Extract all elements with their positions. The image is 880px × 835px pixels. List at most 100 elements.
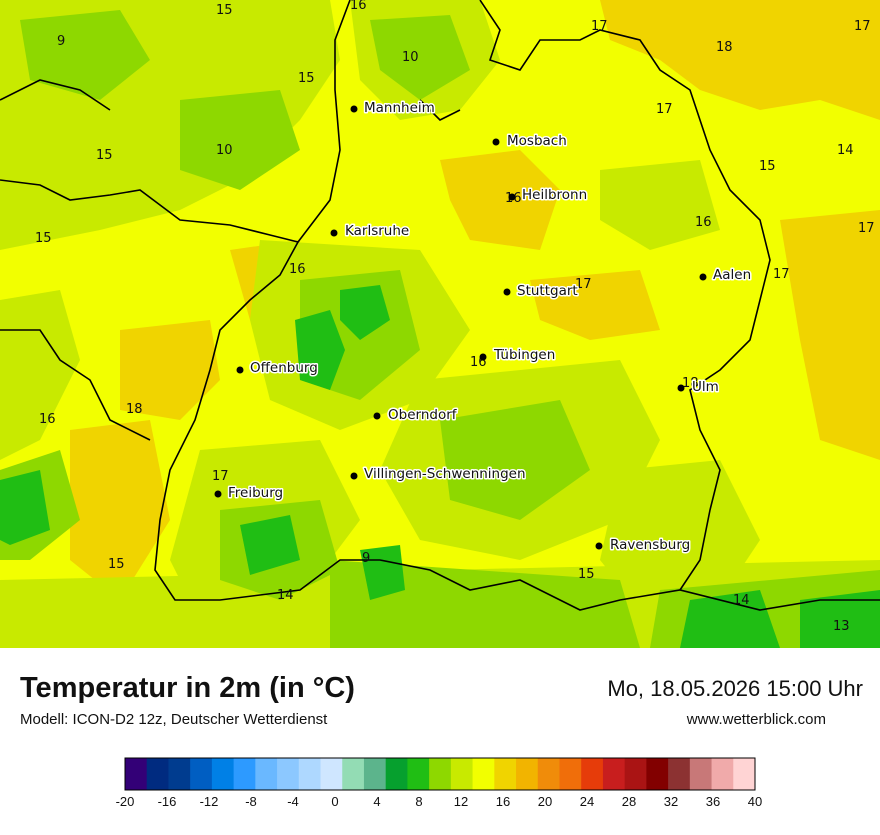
cold-areas (0, 285, 880, 648)
city-dot (508, 193, 516, 201)
color-legend: -20 -16 -12 -8 -4 0 4 8 12 16 20 24 28 32 36 40 (0, 748, 880, 830)
iso-label: 17 (858, 221, 875, 236)
legend-swatch (320, 758, 343, 790)
city-dot (330, 229, 338, 237)
legend-swatch (733, 758, 756, 790)
legend-swatch (689, 758, 713, 790)
city-label: Freiburg (228, 485, 283, 501)
legend-swatch (559, 758, 582, 790)
legend-swatch (516, 758, 539, 790)
legend-swatch (429, 758, 452, 790)
legend-swatch (255, 758, 278, 790)
legend-tick-label: 0 (331, 794, 338, 809)
iso-label: 9 (362, 551, 370, 566)
legend-tick-label: 28 (622, 794, 636, 809)
city-label: Karlsruhe (345, 223, 409, 239)
legend-tick-label: -8 (245, 794, 257, 809)
city-heilbronn[interactable]: Heilbronn (508, 186, 589, 205)
temperature-map: 15 16 17 17 9 10 18 15 17 15 10 14 15 16… (0, 0, 880, 648)
city-dot (236, 366, 244, 374)
city-markers: Mannheim Mosbach Heilbronn Karlsruhe Stu… (214, 99, 753, 555)
legend-swatch (668, 758, 691, 790)
legend-swatch (385, 758, 408, 790)
iso-label: 14 (837, 143, 854, 158)
city-villingen-schwenningen[interactable]: Villingen-Schwenningen (350, 465, 527, 484)
legend-tick-label: -12 (200, 794, 219, 809)
legend-swatch (211, 758, 235, 790)
iso-label: 18 (716, 40, 733, 55)
legend-swatch (298, 758, 322, 790)
city-dot (503, 288, 511, 296)
iso-label: 14 (733, 593, 750, 608)
city-label: Tübingen (493, 347, 555, 363)
legend-tick-label: 8 (415, 794, 422, 809)
model-info: Modell: ICON-D2 12z, Deutscher Wetterdie… (20, 711, 328, 728)
city-dot (492, 138, 500, 146)
iso-label: 15 (759, 159, 776, 174)
iso-label: 10 (216, 143, 233, 158)
map-title: Temperatur in 2m (in °C) (20, 672, 355, 704)
city-dot (595, 542, 603, 550)
legend-swatch (624, 758, 647, 790)
city-dot (214, 490, 222, 498)
city-karlsruhe[interactable]: Karlsruhe (330, 222, 411, 241)
city-mosbach[interactable]: Mosbach (492, 132, 568, 151)
city-stuttgart[interactable]: Stuttgart (503, 282, 579, 301)
legend-swatch (537, 758, 560, 790)
city-offenburg[interactable]: Offenburg (236, 359, 319, 378)
iso-label: 9 (57, 34, 65, 49)
legend-swatch (342, 758, 365, 790)
legend-swatch (494, 758, 517, 790)
iso-label: 15 (96, 148, 113, 163)
city-aalen[interactable]: Aalen (699, 266, 753, 285)
city-label: Mosbach (507, 133, 567, 149)
legend-swatch (125, 758, 148, 790)
map-canvas: 15 16 17 17 9 10 18 15 17 15 10 14 15 16… (0, 0, 880, 648)
city-label: Offenburg (250, 360, 318, 376)
city-dot (677, 384, 685, 392)
iso-label: 16 (289, 262, 306, 277)
city-mannheim[interactable]: Mannheim (350, 99, 436, 118)
city-ulm[interactable]: Ulm (677, 378, 720, 397)
city-label: Stuttgart (517, 283, 578, 299)
city-label: Mannheim (364, 100, 435, 116)
legend-swatch (363, 758, 387, 790)
footer: Temperatur in 2m (in °C) Modell: ICON-D2… (0, 648, 880, 830)
iso-label: 17 (854, 19, 871, 34)
iso-label: 17 (773, 267, 790, 282)
legend-swatch (602, 758, 626, 790)
legend-swatch (190, 758, 213, 790)
legend-tick-label: 24 (580, 794, 594, 809)
iso-label: 17 (212, 469, 229, 484)
legend-tick-label: -4 (287, 794, 299, 809)
legend-swatch (233, 758, 256, 790)
iso-label: 16 (350, 0, 367, 13)
city-tuebingen[interactable]: Tübingen (479, 346, 557, 365)
legend-swatch (168, 758, 191, 790)
iso-label: 15 (578, 567, 595, 582)
legend-border (124, 757, 756, 791)
iso-label: 17 (575, 277, 592, 292)
legend-swatch (711, 758, 734, 790)
legend-tick-label: 20 (538, 794, 552, 809)
city-label: Aalen (713, 267, 751, 283)
city-freiburg[interactable]: Freiburg (214, 484, 285, 503)
iso-label: 10 (402, 50, 419, 65)
iso-label: 16 (39, 412, 56, 427)
city-dot (350, 105, 358, 113)
legend-tick-label: 12 (454, 794, 468, 809)
legend-tick-label: 40 (748, 794, 762, 809)
city-oberndorf[interactable]: Oberndorf (373, 406, 459, 425)
city-label: Ulm (692, 379, 719, 395)
legend-tick-label: -16 (158, 794, 177, 809)
legend-swatch (472, 758, 495, 790)
iso-label: 16 (695, 215, 712, 230)
legend-swatch (277, 758, 300, 790)
legend-tick-label: 4 (373, 794, 380, 809)
iso-label: 15 (298, 71, 315, 86)
legend-swatch (581, 758, 604, 790)
iso-label: 17 (656, 102, 673, 117)
website-link[interactable]: www.wetterblick.com (686, 711, 826, 728)
city-ravensburg[interactable]: Ravensburg (595, 536, 692, 555)
city-dot (699, 273, 707, 281)
